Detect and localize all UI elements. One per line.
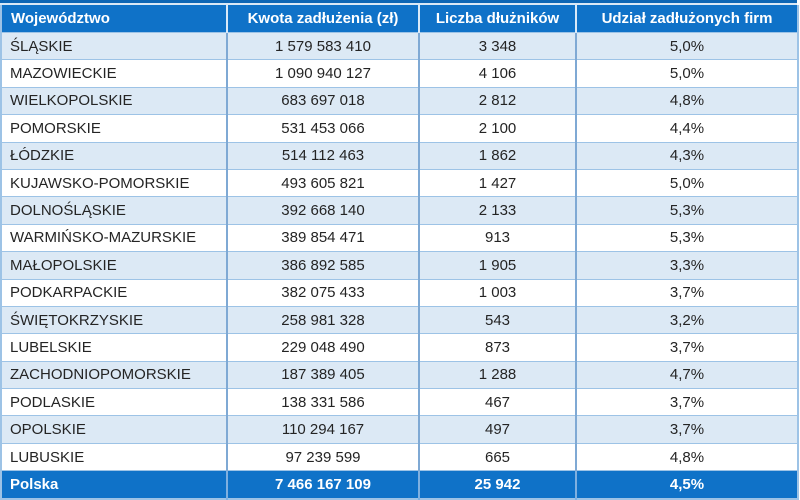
total-row: Polska 7 466 167 109 25 942 4,5% [1,470,798,499]
indebted-firms-share: 5,3% [575,196,798,225]
voivodeship-name: ZACHODNIOPOMORSKIE [10,366,191,384]
table-row: PODKARPACKIE 382 075 433 1 003 3,7% [1,279,798,307]
voivodeship-name: ŁÓDZKIE [10,147,75,165]
table-top-border [0,0,797,3]
voivodeship-name: WIELKOPOLSKIE [10,92,133,110]
voivodeship-name: LUBELSKIE [10,338,92,356]
table-row: ŁÓDZKIE 514 112 463 1 862 4,3% [1,142,798,170]
table-row: DOLNOŚLĄSKIE 392 668 140 2 133 5,3% [1,196,798,225]
voivodeship-debt-table: Województwo Kwota zadłużenia (zł) Liczba… [0,5,799,500]
indebted-firms-share: 4,4% [575,114,798,143]
indebted-firms-share: 4,8% [575,443,798,471]
debt-amount: 110 294 167 [226,415,419,444]
column-header-liczba-dluznikow: Liczba dłużników [418,5,576,33]
debtor-count: 467 [418,388,576,416]
table-row: WARMIŃSKO-MAZURSKIE 389 854 471 913 5,3% [1,224,798,252]
total-debtor-count: 25 942 [418,470,576,499]
indebted-firms-share: 3,3% [575,251,798,280]
debtor-count: 2 812 [418,87,576,115]
table-body: ŚLĄSKIE 1 579 583 410 3 348 5,0% MAZOWIE… [1,32,798,471]
total-debt-amount: 7 466 167 109 [226,470,419,499]
indebted-firms-share: 4,8% [575,87,798,115]
debtor-count: 1 905 [418,251,576,280]
voivodeship-name: WARMIŃSKO-MAZURSKIE [10,229,197,247]
debt-amount: 97 239 599 [226,443,419,471]
indebted-firms-share: 4,3% [575,142,798,170]
debtor-count: 1 288 [418,361,576,389]
indebted-firms-share: 5,0% [575,32,798,60]
table-row: WIELKOPOLSKIE 683 697 018 2 812 4,8% [1,87,798,115]
debt-amount: 187 389 405 [226,361,419,389]
debt-amount: 531 453 066 [226,114,419,143]
indebted-firms-share: 3,7% [575,388,798,416]
table-row: OPOLSKIE 110 294 167 497 3,7% [1,415,798,444]
indebted-firms-share: 3,7% [575,279,798,307]
header-row: Województwo Kwota zadłużenia (zł) Liczba… [1,5,798,33]
table-row: POMORSKIE 531 453 066 2 100 4,4% [1,114,798,143]
debtor-count: 1 427 [418,169,576,197]
table-row: ŚLĄSKIE 1 579 583 410 3 348 5,0% [1,32,798,60]
table-row: ŚWIĘTOKRZYSKIE 258 981 328 543 3,2% [1,306,798,334]
voivodeship-name: MAŁOPOLSKIE [10,256,117,274]
debt-amount: 229 048 490 [226,333,419,362]
indebted-firms-share: 3,7% [575,415,798,444]
table-top-border-gap [0,3,797,5]
voivodeship-name: POMORSKIE [10,119,101,137]
column-header-wojewodztwo: Województwo [1,5,227,33]
voivodeship-name: ŚWIĘTOKRZYSKIE [10,311,144,329]
column-header-kwota-zadluzenia: Kwota zadłużenia (zł) [226,5,419,33]
debtor-count: 2 100 [418,114,576,143]
table-row: KUJAWSKO-POMORSKIE 493 605 821 1 427 5,0… [1,169,798,197]
debtor-count: 1 862 [418,142,576,170]
debtor-count: 3 348 [418,32,576,60]
voivodeship-name: PODLASKIE [10,393,96,411]
voivodeship-name: OPOLSKIE [10,421,86,439]
indebted-firms-share: 3,2% [575,306,798,334]
debtor-count: 1 003 [418,279,576,307]
voivodeship-name: LUBUSKIE [10,448,85,466]
debtor-count: 543 [418,306,576,334]
debt-amount: 514 112 463 [226,142,419,170]
debtor-count: 873 [418,333,576,362]
debt-amount: 493 605 821 [226,169,419,197]
debt-amount: 683 697 018 [226,87,419,115]
debt-amount: 382 075 433 [226,279,419,307]
voivodeship-name: PODKARPACKIE [10,284,128,302]
voivodeship-name: KUJAWSKO-POMORSKIE [10,174,190,192]
voivodeship-name: MAZOWIECKIE [10,65,117,83]
table-row: LUBUSKIE 97 239 599 665 4,8% [1,443,798,471]
debt-amount: 258 981 328 [226,306,419,334]
debt-amount: 1 090 940 127 [226,59,419,88]
indebted-firms-share: 5,0% [575,59,798,88]
debt-amount: 389 854 471 [226,224,419,252]
indebted-firms-share: 3,7% [575,333,798,362]
voivodeship-name: DOLNOŚLĄSKIE [10,202,126,220]
indebted-firms-share: 5,0% [575,169,798,197]
table-footer: Polska 7 466 167 109 25 942 4,5% [1,470,798,499]
debtor-count: 497 [418,415,576,444]
voivodeship-name: ŚLĄSKIE [10,37,73,55]
indebted-firms-share: 4,7% [575,361,798,389]
debt-amount: 138 331 586 [226,388,419,416]
table-header: Województwo Kwota zadłużenia (zł) Liczba… [1,5,798,33]
table-row: PODLASKIE 138 331 586 467 3,7% [1,388,798,416]
debt-amount: 1 579 583 410 [226,32,419,60]
column-header-udzial-zadluzonych-firm: Udział zadłużonych firm [575,5,798,33]
debtor-count: 4 106 [418,59,576,88]
total-indebted-firms-share: 4,5% [575,470,798,499]
debt-amount: 392 668 140 [226,196,419,225]
debt-amount: 386 892 585 [226,251,419,280]
table-row: ZACHODNIOPOMORSKIE 187 389 405 1 288 4,7… [1,361,798,389]
table-row: LUBELSKIE 229 048 490 873 3,7% [1,333,798,362]
total-label: Polska [1,470,227,499]
indebted-firms-share: 5,3% [575,224,798,252]
table-row: MAŁOPOLSKIE 386 892 585 1 905 3,3% [1,251,798,280]
debtor-count: 2 133 [418,196,576,225]
table-row: MAZOWIECKIE 1 090 940 127 4 106 5,0% [1,59,798,88]
debtor-count: 665 [418,443,576,471]
debtor-count: 913 [418,224,576,252]
